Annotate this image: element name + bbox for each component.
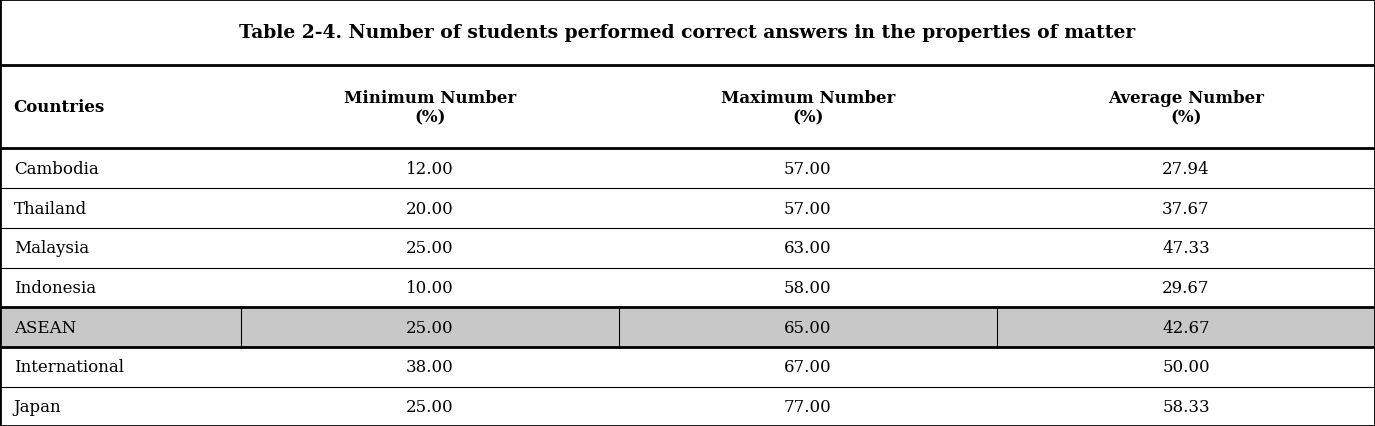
Text: Indonesia: Indonesia <box>14 279 96 296</box>
Text: 38.00: 38.00 <box>406 359 454 375</box>
Text: 63.00: 63.00 <box>784 240 832 256</box>
Text: 77.00: 77.00 <box>784 398 832 415</box>
Bar <box>0 308 1375 347</box>
Text: ASEAN: ASEAN <box>14 319 76 336</box>
Bar <box>0 189 1375 228</box>
Text: 20.00: 20.00 <box>406 200 454 217</box>
Bar <box>0 66 1375 149</box>
Bar <box>0 347 1375 387</box>
Text: Table 2-4. Number of students performed correct answers in the properties of mat: Table 2-4. Number of students performed … <box>239 24 1136 42</box>
Text: International: International <box>14 359 124 375</box>
Text: Countries: Countries <box>14 99 104 116</box>
Text: Japan: Japan <box>14 398 62 415</box>
Text: 10.00: 10.00 <box>406 279 454 296</box>
Text: 37.67: 37.67 <box>1162 200 1210 217</box>
Text: 29.67: 29.67 <box>1162 279 1210 296</box>
Bar <box>0 268 1375 308</box>
Text: Average Number
(%): Average Number (%) <box>1108 89 1264 126</box>
Text: 58.00: 58.00 <box>784 279 832 296</box>
Text: 57.00: 57.00 <box>784 200 832 217</box>
Text: 12.00: 12.00 <box>406 161 454 177</box>
Text: 27.94: 27.94 <box>1162 161 1210 177</box>
Text: 57.00: 57.00 <box>784 161 832 177</box>
Text: 47.33: 47.33 <box>1162 240 1210 256</box>
Text: Malaysia: Malaysia <box>14 240 89 256</box>
Bar <box>0 228 1375 268</box>
Text: Thailand: Thailand <box>14 200 87 217</box>
Text: 58.33: 58.33 <box>1162 398 1210 415</box>
Text: 25.00: 25.00 <box>406 319 454 336</box>
Text: Maximum Number
(%): Maximum Number (%) <box>720 89 895 126</box>
Text: 50.00: 50.00 <box>1162 359 1210 375</box>
Text: 42.67: 42.67 <box>1162 319 1210 336</box>
Text: 65.00: 65.00 <box>784 319 832 336</box>
Bar <box>0 149 1375 189</box>
Text: 25.00: 25.00 <box>406 240 454 256</box>
Text: Minimum Number
(%): Minimum Number (%) <box>344 89 516 126</box>
Text: Cambodia: Cambodia <box>14 161 99 177</box>
Text: 67.00: 67.00 <box>784 359 832 375</box>
Bar <box>0 387 1375 426</box>
Text: 25.00: 25.00 <box>406 398 454 415</box>
Bar <box>0 0 1375 66</box>
